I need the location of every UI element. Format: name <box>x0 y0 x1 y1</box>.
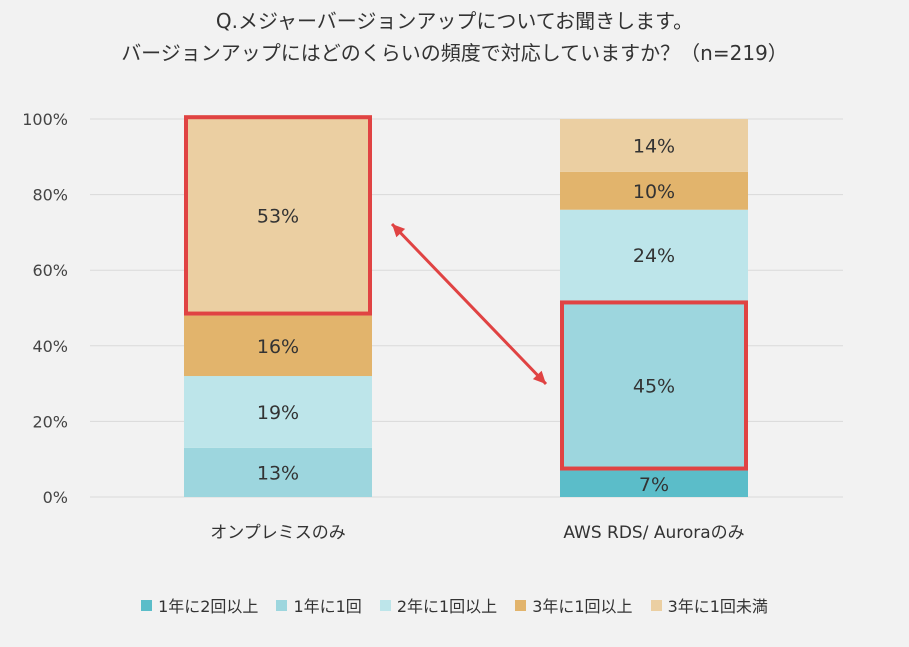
y-tick-label: 80% <box>32 186 68 205</box>
y-tick-label: 20% <box>32 412 68 431</box>
y-tick-label: 0% <box>43 488 68 507</box>
data-label: 13% <box>257 462 299 484</box>
category-label: オンプレミスのみ <box>210 523 346 543</box>
bar-segment <box>560 470 748 497</box>
legend-label: 3年に1回未満 <box>667 597 768 616</box>
y-tick-label: 40% <box>32 337 68 356</box>
arrow-head-end <box>532 370 546 384</box>
data-label: 16% <box>257 336 299 358</box>
legend-swatch <box>141 599 153 611</box>
chart-legend: 1年に2回以上 1年に1回 2年に1回以上 3年に1回以上 3年に1回未満 <box>0 593 909 617</box>
legend-label: 2年に1回以上 <box>396 597 498 616</box>
legend-label: 3年に1回以上 <box>532 597 633 616</box>
data-label: 14% <box>633 135 675 157</box>
legend-label: 1年に2回以上 <box>158 597 259 616</box>
chart-title-line1: Q.メジャーバージョンアップについてお聞きします。 <box>215 9 694 33</box>
chart-title-line2: バージョンアップにはどのくらいの頻度で対応していますか？（n=219） <box>121 41 788 65</box>
stacked-bar-chart: 0% 20% 40% 60% 80% 100% 13% 19% 16% 53% オンプレミスのみ 7%… <box>22 110 843 543</box>
comparison-arrow <box>390 222 548 386</box>
y-tick-label: 100% <box>22 110 68 129</box>
highlight-box <box>184 115 372 316</box>
bar-segment <box>560 171 748 210</box>
legend-swatch <box>650 599 662 611</box>
y-tick-label: 60% <box>32 261 68 280</box>
legend-swatch <box>276 599 288 611</box>
legend-label: 1年に1回 <box>293 597 362 616</box>
legend-swatch <box>515 599 527 611</box>
data-label: 10% <box>633 181 675 203</box>
bar-segment <box>184 115 372 316</box>
legend-swatch <box>379 599 391 611</box>
legend-item: 2年に1回以上 <box>379 593 498 617</box>
bar-segment <box>560 300 748 471</box>
bar-segment <box>184 447 372 497</box>
legend-item: 1年に1回 <box>276 593 362 617</box>
bar-segment <box>184 315 372 377</box>
category-label: AWS RDS/ Auroraのみ <box>563 523 744 543</box>
highlight-box <box>560 300 748 471</box>
legend-item: 1年に2回以上 <box>141 593 258 617</box>
data-label: 24% <box>633 245 675 267</box>
data-label: 53% <box>257 205 299 227</box>
data-label: 19% <box>257 402 299 424</box>
bar-segment <box>560 119 748 172</box>
bar-segment <box>560 209 748 301</box>
data-label: 7% <box>639 474 669 496</box>
legend-item: 3年に1回未満 <box>650 593 768 617</box>
bar-segment <box>184 376 372 448</box>
data-label: 45% <box>633 375 675 397</box>
arrow-head-start <box>392 224 406 238</box>
legend-item: 3年に1回以上 <box>515 593 633 617</box>
